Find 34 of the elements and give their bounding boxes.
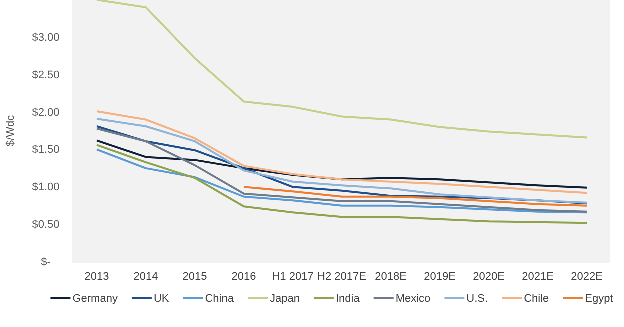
y-tick-label: $0.50: [32, 219, 60, 232]
x-tick-label: 2019E: [424, 270, 456, 283]
legend-label: Germany: [72, 292, 118, 305]
legend-label: India: [336, 292, 361, 305]
x-tick-label: 2016: [232, 270, 256, 283]
legend-label: U.S.: [466, 292, 488, 305]
x-tick-label: 2014: [134, 270, 158, 283]
x-tick-label: 2015: [182, 270, 208, 283]
x-tick-label: 2021E: [522, 270, 554, 283]
x-tick-label: 2022E: [571, 270, 603, 283]
line-series: [96, 148, 588, 214]
line-series: [96, 0, 588, 139]
legend-label: Japan: [270, 292, 300, 305]
x-tick-label: 2013: [84, 270, 110, 283]
y-tick-label: $-: [41, 256, 52, 269]
y-axis-title: $/Wdc: [5, 114, 17, 147]
legend-label: UK: [154, 292, 170, 305]
line-series: [243, 186, 588, 207]
line-series: [96, 144, 588, 224]
line-series: [96, 110, 588, 194]
legend-label: Chile: [524, 292, 550, 305]
legend-label: China: [205, 292, 235, 305]
x-tick-label: 2020E: [473, 270, 505, 283]
legend-label: Egypt: [585, 292, 614, 305]
y-tick-label: $1.00: [32, 182, 60, 194]
y-tick-label: $2.00: [32, 106, 60, 119]
line-series: [96, 140, 588, 189]
x-tick-label: 2018E: [375, 270, 407, 283]
x-tick-label: H1 2017: [272, 270, 314, 283]
x-tick-label: H2 2017E: [318, 270, 366, 283]
y-tick-label: $1.50: [32, 144, 60, 156]
legend-label: Mexico: [396, 292, 431, 305]
y-tick-label: $2.50: [32, 69, 60, 82]
y-tick-label: $3.00: [32, 32, 60, 44]
